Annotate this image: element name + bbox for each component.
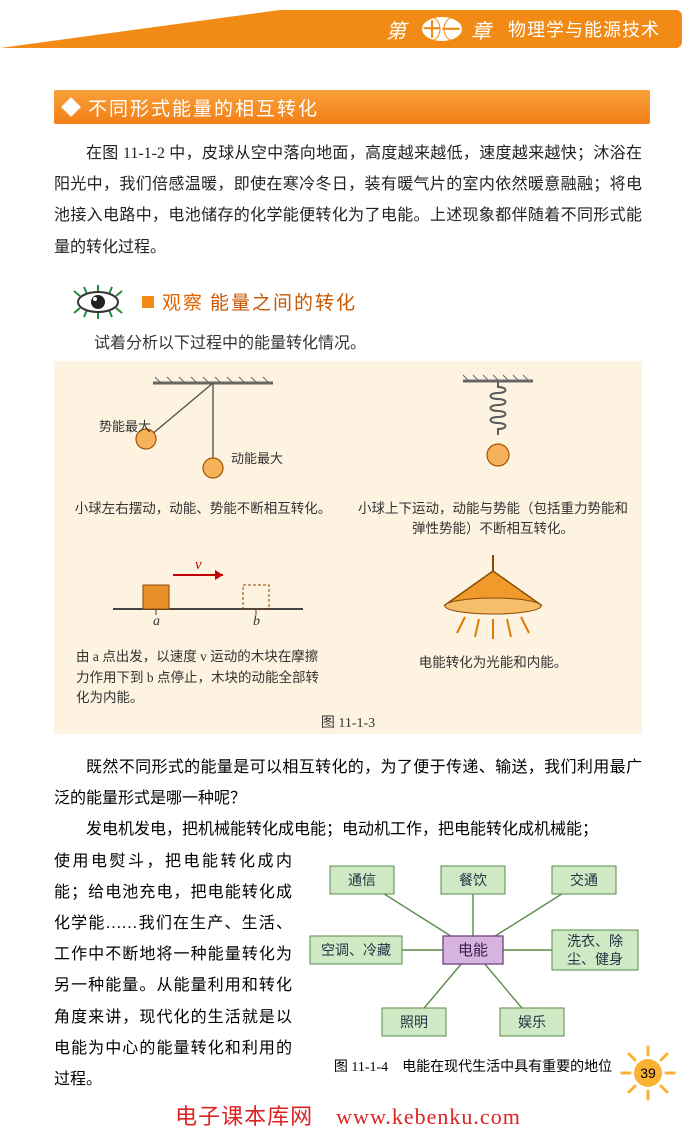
chapter-post: 章	[471, 15, 492, 44]
observe-lead: 试着分析以下过程中的能量转化情况。	[94, 329, 642, 353]
diamond-icon	[61, 97, 81, 117]
node-tr: 交通	[570, 872, 598, 889]
figure-11-1-3-panel: 势能最大 动能最大 小球左右摆动，动能、势能不断相互转化。	[54, 361, 642, 734]
node-ml: 空调、冷藏	[321, 943, 391, 959]
square-bullet-icon	[142, 296, 154, 308]
node-mr-2: 尘、健身	[567, 952, 623, 968]
chapter-pre: 第	[386, 15, 407, 44]
lamp-diagram: 电能转化为光能和内能。	[352, 551, 634, 708]
paragraph-1: 在图 11-1-2 中，皮球从空中落向地面，高度越来越低，速度越来越快；沐浴在阳…	[54, 138, 642, 263]
pendulum-diagram: 势能最大 动能最大 小球左右摆动，动能、势能不断相互转化。	[62, 373, 344, 540]
paragraph-2: 既然不同形式的能量是可以相互转化的，为了便于传递、输送，我们利用最广泛的能量形式…	[54, 752, 642, 814]
spring-diagram: 小球上下运动，动能与势能（包括重力势能和弹性势能）不断相互转化。	[352, 373, 634, 540]
node-bl: 照明	[400, 1016, 428, 1031]
eye-icon	[70, 285, 126, 319]
chapter-number-badge: 十一	[419, 14, 465, 44]
node-mr-1: 洗衣、除	[567, 934, 623, 950]
block-diagram: v a b 由 a 点出发，以速度 v 运动的木块在摩擦力作用下到 b 点停止，…	[62, 551, 344, 708]
svg-text:v: v	[195, 557, 202, 573]
ke-label: 动能最大	[231, 451, 283, 466]
figure-11-1-4: 通信 餐饮 交通 空调、冷藏 洗衣、除 尘、健身 照明 娱乐 电能 图 11-1…	[304, 852, 642, 1081]
block-caption: 由 a 点出发，以速度 v 运动的木块在摩擦力作用下到 b 点停止，木块的动能全…	[62, 647, 344, 708]
observe-title: 能量之间的转化	[210, 288, 357, 315]
node-tl: 通信	[348, 873, 376, 889]
pendulum-caption: 小球左右摆动，动能、势能不断相互转化。	[62, 499, 344, 519]
paragraph-3a: 发电机发电，把机械能转化成电能；电动机工作，把电能转化成机械能；	[54, 814, 642, 845]
page-number: 39	[640, 1065, 656, 1081]
svg-text:b: b	[253, 614, 260, 629]
spring-caption: 小球上下运动，动能与势能（包括重力势能和弹性势能）不断相互转化。	[352, 499, 634, 540]
page-number-badge: 39	[618, 1043, 678, 1103]
watermark: 电子课本库网 www.kebenku.com	[0, 1099, 696, 1131]
section-title: 不同形式能量的相互转化	[88, 94, 319, 121]
chapter-banner: 第 十一 章 物理学与能源技术	[0, 10, 682, 48]
chapter-title: 物理学与能源技术	[508, 16, 660, 42]
figure-11-1-4-caption: 图 11-1-4 电能在现代生活中具有重要的地位	[304, 1054, 642, 1081]
figure-11-1-3-number: 图 11-1-3	[62, 712, 634, 732]
chapter-number: 十一	[423, 16, 461, 42]
svg-text:a: a	[153, 614, 160, 629]
node-tc: 餐饮	[459, 873, 487, 889]
pe-label: 势能最大	[99, 419, 151, 434]
node-br: 娱乐	[518, 1015, 546, 1031]
node-center: 电能	[458, 942, 488, 959]
section-heading: 不同形式能量的相互转化	[54, 90, 650, 124]
observe-label: 观察	[162, 288, 204, 315]
observe-heading: 观察 能量之间的转化	[70, 285, 642, 319]
lamp-caption: 电能转化为光能和内能。	[352, 653, 634, 673]
